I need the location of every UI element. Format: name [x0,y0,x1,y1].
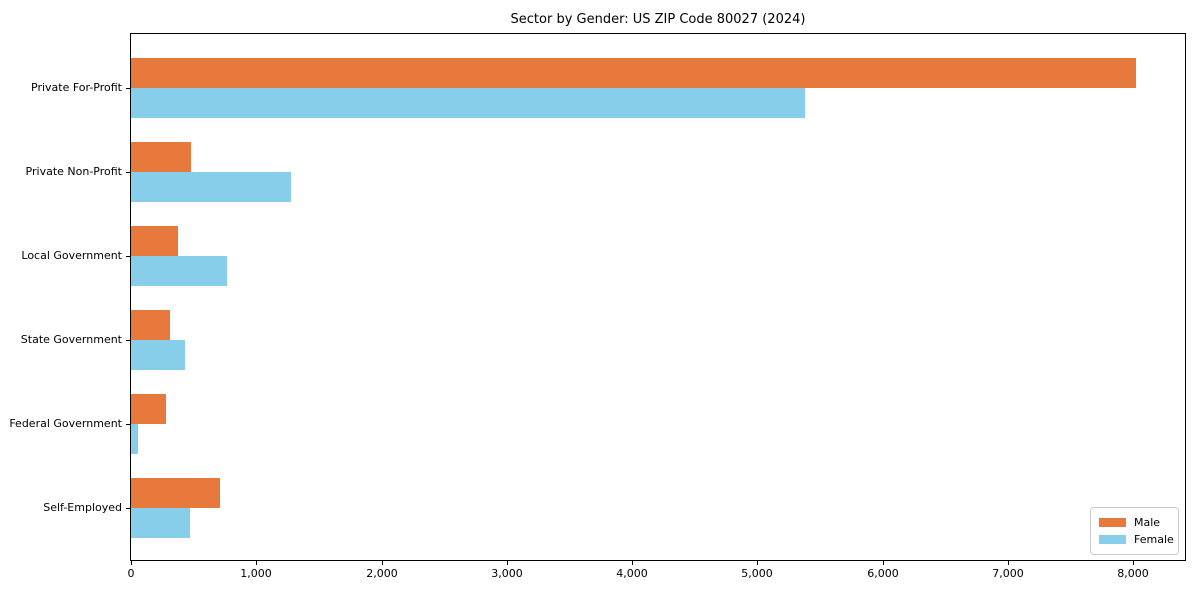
female-color-swatch [1099,535,1126,544]
y-axis-category-label-federal-government: Federal Government [9,417,122,430]
x-axis-tick-label: 0 [127,567,135,580]
x-axis-tick [1133,561,1134,565]
y-axis-tick [126,340,130,341]
y-axis-tick [126,424,130,425]
legend-entry-male: Male [1099,514,1170,531]
legend-label-female: Female [1134,533,1174,546]
bar-self-employed-female [131,508,190,538]
legend-label-male: Male [1134,516,1161,529]
x-axis-tick-label: 5,000 [741,567,773,580]
x-axis-tick-label: 4,000 [616,567,648,580]
x-axis-tick [131,561,132,565]
x-axis-tick-label: 1,000 [240,567,272,580]
y-axis-category-label-private-for-profit: Private For-Profit [31,81,122,94]
male-color-swatch [1099,518,1126,527]
bar-federal-government-female [131,424,138,454]
x-axis-tick [632,561,633,565]
bar-state-government-female [131,340,185,370]
bar-self-employed-male [131,478,220,508]
y-axis-category-label-private-non-profit: Private Non-Profit [25,165,122,178]
y-axis-category-label-state-government: State Government [20,333,122,346]
bar-private-for-profit-female [131,88,805,118]
bar-private-for-profit-male [131,58,1136,88]
bar-private-non-profit-male [131,142,191,172]
y-axis-tick [126,88,130,89]
x-axis-tick [256,561,257,565]
bar-federal-government-male [131,394,166,424]
bar-local-government-male [131,226,178,256]
x-axis-tick-label: 7,000 [992,567,1024,580]
chart-title: Sector by Gender: US ZIP Code 80027 (202… [510,12,806,27]
y-axis-tick [126,172,130,173]
x-axis-tick [507,561,508,565]
y-axis-category-label-local-government: Local Government [21,249,122,262]
x-axis-tick-label: 8,000 [1117,567,1149,580]
bar-state-government-male [131,310,170,340]
x-axis-tick [757,561,758,565]
y-axis-category-label-self-employed: Self-Employed [43,501,122,514]
x-axis-tick-label: 2,000 [366,567,398,580]
x-axis-tick [883,561,884,565]
legend-entry-female: Female [1099,531,1174,548]
legend: Male Female [1090,507,1179,555]
bar-local-government-female [131,256,227,286]
x-axis-tick [382,561,383,565]
bar-private-non-profit-female [131,172,291,202]
x-axis-tick-label: 6,000 [867,567,899,580]
x-axis-tick [1008,561,1009,565]
y-axis-tick [126,508,130,509]
y-axis-tick [126,256,130,257]
x-axis-tick-label: 3,000 [491,567,523,580]
